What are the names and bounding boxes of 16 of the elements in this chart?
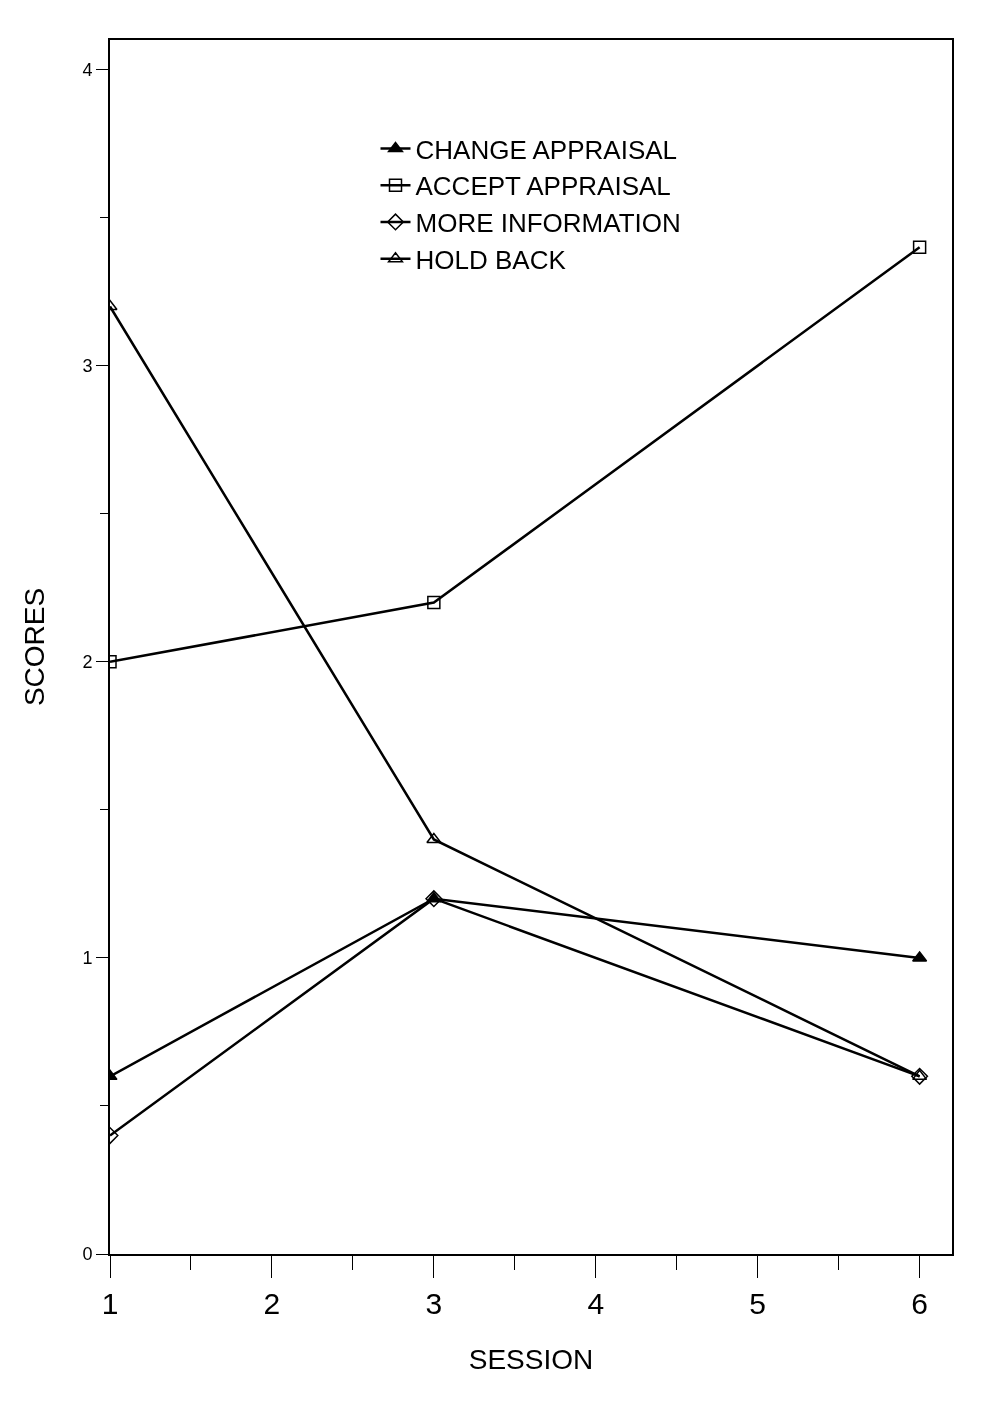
legend-label: MORE INFORMATION [415, 208, 681, 239]
y-tick-label: 0 [82, 1244, 93, 1265]
x-tick-label: 2 [263, 1287, 281, 1320]
legend-label: CHANGE APPRAISAL [415, 134, 678, 165]
x-axis-title: SESSION [468, 1343, 594, 1375]
x-tick-label: 5 [749, 1287, 767, 1320]
x-tick-label: 3 [425, 1287, 443, 1320]
x-tick-label: 6 [911, 1287, 928, 1320]
y-tick-label: 4 [82, 59, 93, 80]
x-tick-label: 4 [587, 1287, 605, 1320]
legend-label: HOLD BACK [415, 244, 567, 275]
legend-label: ACCEPT APPRAISAL [415, 171, 671, 202]
y-axis-title: SCORES [18, 587, 50, 707]
y-tick-label: 2 [82, 652, 93, 673]
y-tick-label: 3 [82, 356, 93, 377]
y-tick-label: 1 [82, 948, 93, 969]
